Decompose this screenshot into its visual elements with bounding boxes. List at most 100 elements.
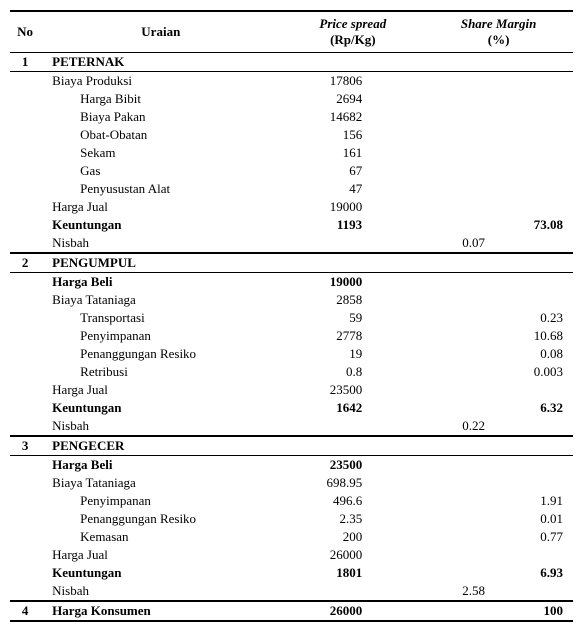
row-price-spread: 23500 (281, 381, 422, 399)
row-share-margin: 1.91 (422, 492, 573, 510)
row-label: Penanggungan Resiko (40, 510, 281, 528)
table-row: Harga Beli19000 (10, 273, 573, 292)
row-label: Harga Jual (40, 198, 281, 216)
section-header: 3PENGECER (10, 436, 573, 456)
row-price-spread: 161 (281, 144, 422, 162)
row-share-margin (422, 546, 573, 564)
row-label: Biaya Pakan (40, 108, 281, 126)
row-price-spread: 1193 (281, 216, 422, 234)
nisbah-row: Nisbah2.58 (10, 582, 573, 601)
table-row: Obat-Obatan156 (10, 126, 573, 144)
row-share-margin (422, 456, 573, 475)
row-label: Harga Bibit (40, 90, 281, 108)
row-price-spread: 26000 (281, 546, 422, 564)
row-share-margin: 6.32 (422, 399, 573, 417)
table-row: Harga Beli23500 (10, 456, 573, 475)
row-share-margin: 0.08 (422, 345, 573, 363)
section-title: PETERNAK (40, 53, 281, 72)
row-price-spread: 1801 (281, 564, 422, 582)
row-label: Sekam (40, 144, 281, 162)
row-share-margin: 0.23 (422, 309, 573, 327)
section-title: PENGECER (40, 436, 281, 456)
nisbah-label: Nisbah (40, 417, 281, 436)
row-price-spread: 23500 (281, 456, 422, 475)
nisbah-label: Nisbah (40, 234, 281, 253)
row-label: Harga Beli (40, 273, 281, 292)
header-uraian: Uraian (40, 11, 281, 53)
row-share-margin (422, 72, 573, 91)
table-row: Penyusustan Alat47 (10, 180, 573, 198)
row-share-margin (422, 474, 573, 492)
row-label: Harga Jual (40, 381, 281, 399)
row-price-spread: 2694 (281, 90, 422, 108)
section-no: 1 (10, 53, 40, 72)
table-row: Harga Jual19000 (10, 198, 573, 216)
table-row: Keuntungan16426.32 (10, 399, 573, 417)
row-label: Keuntungan (40, 564, 281, 582)
table-row: Retribusi0.80.003 (10, 363, 573, 381)
row-label: Obat-Obatan (40, 126, 281, 144)
row-price-spread: 156 (281, 126, 422, 144)
section-no: 2 (10, 253, 40, 273)
row-label: Retribusi (40, 363, 281, 381)
row-label: Biaya Tataniaga (40, 474, 281, 492)
row-share-margin (422, 90, 573, 108)
table-row: Harga Jual23500 (10, 381, 573, 399)
nisbah-value: 0.07 (422, 234, 573, 253)
row-share-margin: 6.93 (422, 564, 573, 582)
row-price-spread: 1642 (281, 399, 422, 417)
table-row: Harga Jual26000 (10, 546, 573, 564)
row-label: Harga Beli (40, 456, 281, 475)
table-row: Biaya Pakan14682 (10, 108, 573, 126)
row-share-margin (422, 162, 573, 180)
table-row: Penanggungan Resiko2.350.01 (10, 510, 573, 528)
row-price-spread: 496.6 (281, 492, 422, 510)
final-share-margin: 100 (422, 601, 573, 621)
row-price-spread: 59 (281, 309, 422, 327)
table-row: Biaya Tataniaga698.95 (10, 474, 573, 492)
row-share-margin: 0.003 (422, 363, 573, 381)
table-row: Sekam161 (10, 144, 573, 162)
row-label: Kemasan (40, 528, 281, 546)
header-share-margin-top: Share Margin (461, 16, 537, 31)
table-row: Biaya Produksi17806 (10, 72, 573, 91)
table-row: Gas67 (10, 162, 573, 180)
table-row: Biaya Tataniaga2858 (10, 291, 573, 309)
header-price-spread-bot: (Rp/Kg) (330, 32, 376, 47)
row-price-spread: 0.8 (281, 363, 422, 381)
row-price-spread: 2.35 (281, 510, 422, 528)
price-spread-table: No Uraian Price spread (Rp/Kg) Share Mar… (10, 10, 573, 622)
row-label: Biaya Tataniaga (40, 291, 281, 309)
row-label: Penyimpanan (40, 492, 281, 510)
table-row: Kemasan2000.77 (10, 528, 573, 546)
section-header: 2PENGUMPUL (10, 253, 573, 273)
section-header: 1PETERNAK (10, 53, 573, 72)
table-row: Penanggungan Resiko190.08 (10, 345, 573, 363)
row-share-margin: 0.77 (422, 528, 573, 546)
row-price-spread: 67 (281, 162, 422, 180)
row-price-spread: 19 (281, 345, 422, 363)
row-price-spread: 200 (281, 528, 422, 546)
nisbah-row: Nisbah 0.07 (10, 234, 573, 253)
row-label: Penyusustan Alat (40, 180, 281, 198)
row-share-margin (422, 180, 573, 198)
row-label: Keuntungan (40, 216, 281, 234)
table-row: Keuntungan119373.08 (10, 216, 573, 234)
nisbah-row: Nisbah 0.22 (10, 417, 573, 436)
nisbah-label: Nisbah (40, 582, 281, 601)
row-price-spread: 19000 (281, 198, 422, 216)
final-label: Harga Konsumen (40, 601, 281, 621)
row-price-spread: 19000 (281, 273, 422, 292)
nisbah-value: 0.22 (422, 417, 573, 436)
section-title: PENGUMPUL (40, 253, 281, 273)
header-no: No (10, 11, 40, 53)
table-row: Keuntungan18016.93 (10, 564, 573, 582)
row-share-margin: 73.08 (422, 216, 573, 234)
final-row: 4Harga Konsumen26000100 (10, 601, 573, 621)
row-share-margin (422, 273, 573, 292)
row-price-spread: 698.95 (281, 474, 422, 492)
row-share-margin (422, 126, 573, 144)
final-price-spread: 26000 (281, 601, 422, 621)
row-label: Keuntungan (40, 399, 281, 417)
row-price-spread: 17806 (281, 72, 422, 91)
